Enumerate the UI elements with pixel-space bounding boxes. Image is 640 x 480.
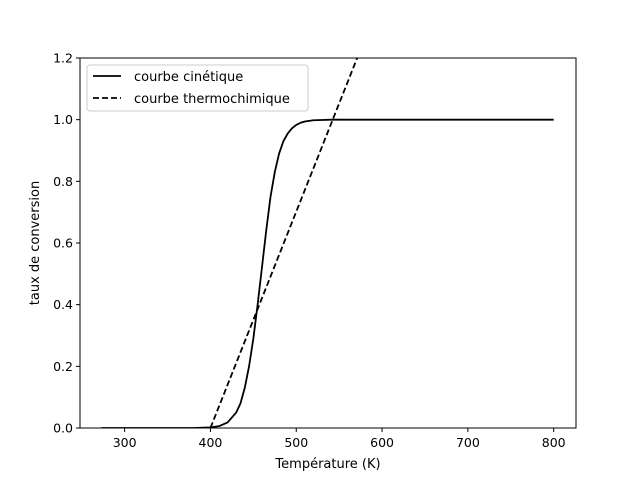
y-tick-label: 1.0 (53, 112, 73, 127)
y-axis-label: taux de conversion (28, 181, 43, 305)
y-tick-label: 0.4 (53, 297, 73, 312)
series-layer (101, 58, 554, 428)
plot-background (80, 58, 576, 428)
legend: courbe cinétique courbe thermochimique (86, 64, 309, 112)
plot-area (79, 57, 577, 429)
series-line-thermochemical (209, 58, 359, 428)
legend-box (86, 64, 309, 112)
x-tick-label: 300 (113, 435, 137, 450)
x-tick-label: 600 (370, 435, 394, 450)
x-tick-label: 500 (284, 435, 308, 450)
y-tick-label: 0.8 (53, 174, 73, 189)
series-line-kinetic (101, 118, 554, 428)
legend-label-thermochemical: courbe thermochimique (134, 92, 290, 107)
y-axis: 0.0 0.2 0.4 0.6 0.8 1.0 1.2 (53, 51, 80, 436)
x-axis-label: Température (K) (274, 457, 380, 472)
x-tick-label: 700 (456, 435, 480, 450)
y-tick-label: 0.6 (53, 236, 73, 251)
x-tick-label: 400 (199, 435, 223, 450)
legend-label-kinetic: courbe cinétique (134, 70, 243, 85)
x-tick-label: 800 (542, 435, 566, 450)
x-axis: 300 400 500 600 700 800 (113, 428, 566, 450)
y-tick-label: 1.2 (53, 51, 73, 66)
y-tick-label: 0.2 (53, 359, 73, 374)
y-tick-label: 0.0 (53, 421, 73, 436)
